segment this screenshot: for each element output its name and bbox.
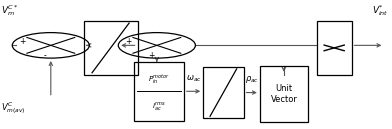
Text: $i_{ac}^{rms}$: $i_{ac}^{rms}$ (152, 101, 166, 113)
Text: $V_{m(av)}^{C}$: $V_{m(av)}^{C}$ (2, 101, 26, 117)
Text: $\rho_{ac}$: $\rho_{ac}$ (245, 74, 259, 85)
Text: +: + (148, 51, 154, 60)
Text: Unit
Vector: Unit Vector (270, 84, 297, 104)
Bar (134, 62, 184, 121)
Bar (260, 66, 308, 122)
Text: -: - (44, 51, 46, 60)
Bar (83, 21, 138, 75)
Text: $\omega_{ac}$: $\omega_{ac}$ (185, 73, 201, 84)
Text: $V_{int}^{*}$: $V_{int}^{*}$ (372, 3, 388, 18)
Text: $P_{in}^{motor}$: $P_{in}^{motor}$ (148, 72, 170, 85)
Text: +: + (125, 37, 131, 46)
Text: +: + (19, 37, 25, 46)
Bar (203, 67, 243, 118)
Bar (317, 21, 352, 75)
Text: $V_m^{C*}$: $V_m^{C*}$ (2, 3, 19, 18)
